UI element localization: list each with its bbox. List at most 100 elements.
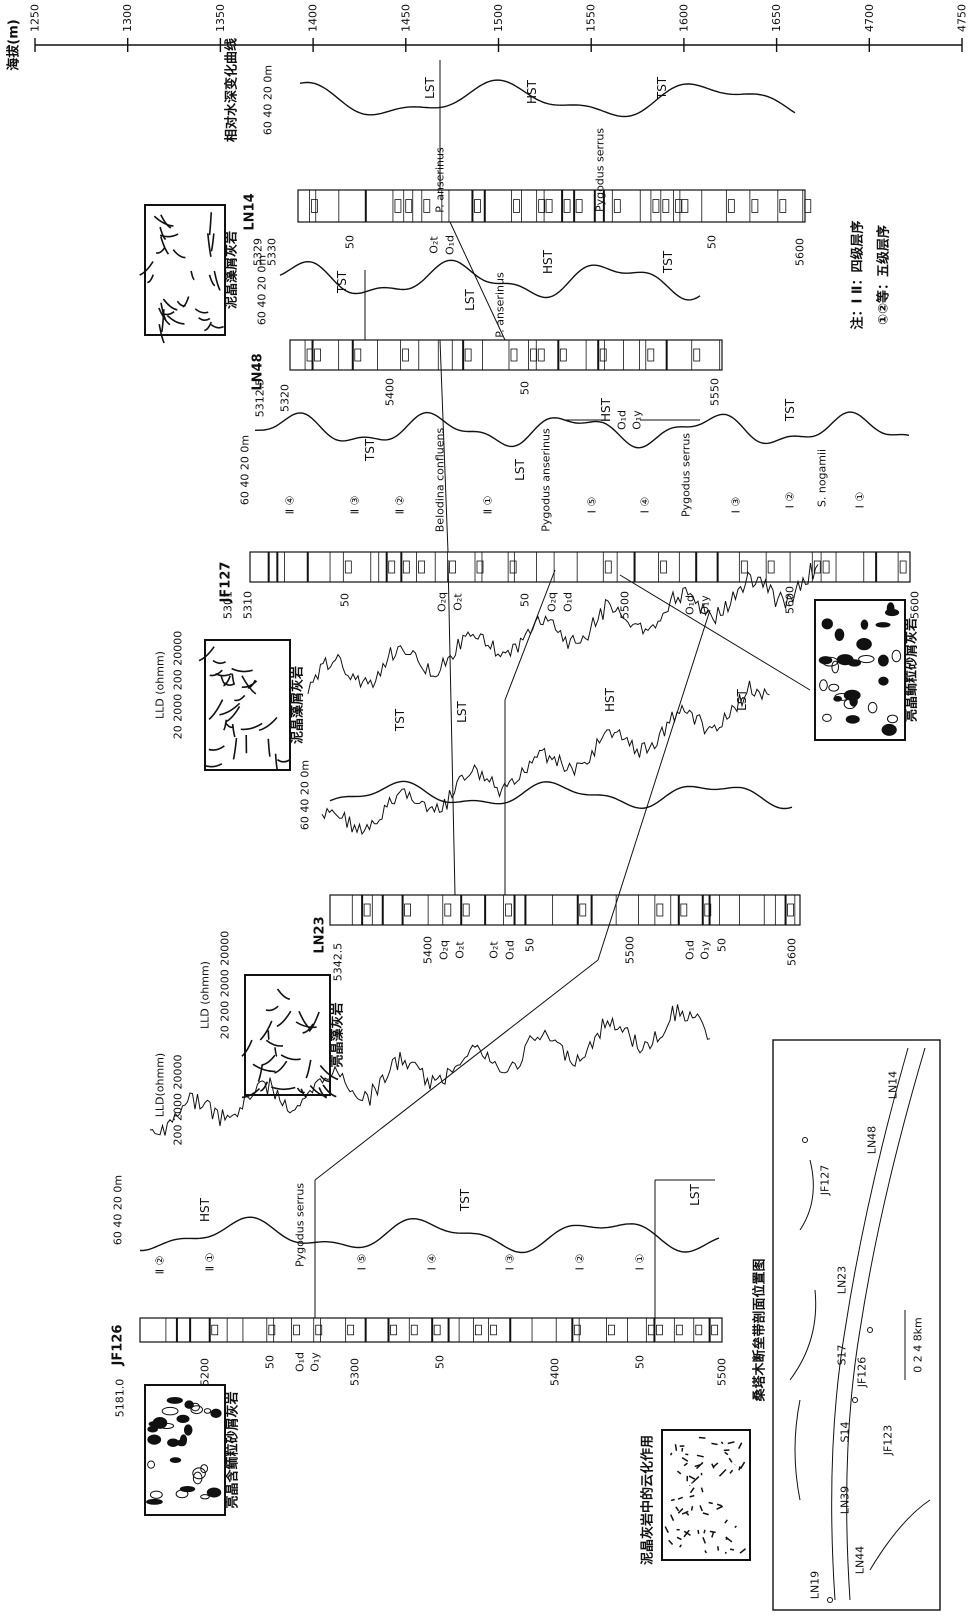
formation-label: O₁d [444,235,457,255]
depth-label: 50 [344,235,357,249]
depth-label: 5400 [549,1358,562,1386]
lld-scale: 200 2000 20000 [172,1055,185,1146]
well-column [140,1318,722,1342]
grain [844,690,860,700]
depth-label: 5400 [422,936,435,964]
sequence: TST [393,708,407,732]
axis-tick-label: 1400 [307,4,320,32]
crack [671,1500,675,1501]
axis-tick-label: 4700 [863,4,876,32]
level: Ⅰ ⑤ [356,1254,369,1271]
crack [698,1530,699,1534]
depth-label: 5181.0 [114,1379,127,1418]
sequence: LST [688,1184,702,1206]
level: Ⅱ ② [394,495,407,514]
sequence: TST [783,398,797,422]
level: Ⅱ ③ [349,495,362,514]
fossil: Belodina confluens [434,427,447,532]
photo-frame [245,975,330,1095]
sequence: LST [463,289,477,311]
level: Ⅱ ① [482,495,495,514]
photo-frame [662,1430,750,1560]
crack [675,1444,676,1451]
crack [671,1453,672,1455]
map-label: LN23 [836,1266,849,1294]
level: Ⅰ ④ [426,1254,439,1271]
crack [709,1502,713,1503]
crack [692,1506,693,1510]
formation-label: O₂t [454,941,467,959]
depth-label: 5300 [349,1358,362,1386]
column [330,895,800,925]
level: Ⅱ ② [154,1255,167,1274]
level: Ⅰ ① [854,492,867,509]
depth-label: 50 [706,235,719,249]
lld-curve [150,1004,710,1135]
level: Ⅰ ② [784,492,797,509]
formation-label: O₂q [436,592,449,612]
depth-label: 50 [519,381,532,395]
level: Ⅰ ③ [730,497,743,514]
lld-label: LLD (ohmm) [154,651,167,719]
grain [876,623,890,627]
grain [177,1415,189,1422]
axis-label: 海拔(m) [6,19,22,70]
level: Ⅰ ⑤ [586,497,599,514]
rock-caption: 亮晶鲕粒砂屑灰岩 [904,618,920,722]
well-column [298,190,811,222]
lld-label: LLD (ohmm) [199,961,212,1029]
formation-label: O₂t [488,941,501,959]
map-scale: 0 2 4 8km [912,1317,925,1373]
formation-label: O₁d [616,410,629,430]
map-label: JF127 [819,1165,832,1197]
grain [211,1409,221,1417]
map-label: LN14 [887,1071,900,1099]
water-depth-curve [330,781,792,808]
level: Ⅰ ② [574,1254,587,1271]
level: Ⅱ ① [204,1252,217,1271]
rock-caption: 泥晶藻屑灰岩 [290,666,306,744]
map-label: LN39 [839,1486,852,1514]
well-name: LN14 [243,193,258,230]
sequence: HST [525,79,539,104]
water-depth-curve [255,412,909,448]
depth-label: 5301 [222,591,235,619]
sequence: HST [541,249,555,274]
depth-label: 5500 [716,1358,729,1386]
level: Ⅰ ④ [639,497,652,514]
formation-label: O₁d [504,940,517,960]
depth-label: 50 [524,938,537,952]
map-label: S14 [839,1422,852,1443]
crack [704,1530,705,1533]
depth-label: 5600 [909,591,922,619]
depth-label: 50 [634,1355,647,1369]
rock-photo [662,1430,750,1560]
sequence: TST [458,1188,472,1212]
grain [148,1435,161,1444]
level: Ⅱ ④ [284,495,297,514]
fossil: Pygodus serrus [294,1183,307,1267]
axis-tick-label: 1350 [214,4,227,32]
crack [726,1552,727,1554]
well-column [330,895,800,925]
map-title: 桑塔木断垒带剖面位置图 [752,1258,768,1402]
depth-label: 50 [264,1355,277,1369]
water-depth-curve [300,80,795,116]
axis-tick-label: 1600 [677,4,690,32]
sequence: HST [198,1197,212,1222]
level: Ⅰ ① [634,1254,647,1271]
crack [685,1454,688,1455]
well-name: JF126 [111,1325,126,1367]
fossil: Pygodus serrus [680,433,693,517]
grain [835,629,844,640]
sequence: TST [335,270,349,294]
sequence: HST [599,397,613,422]
depth-scale: 60 40 20 0m [256,255,269,325]
depth-label: 5312.5 [254,379,267,418]
depth-label: 5342.5 [332,943,345,982]
fossil: S. nogamii [816,449,829,507]
formation-label: O₁y [309,1352,322,1372]
map-label: S17 [836,1345,849,1366]
grain [148,1426,158,1432]
axis-tick-label: 1550 [585,4,598,32]
